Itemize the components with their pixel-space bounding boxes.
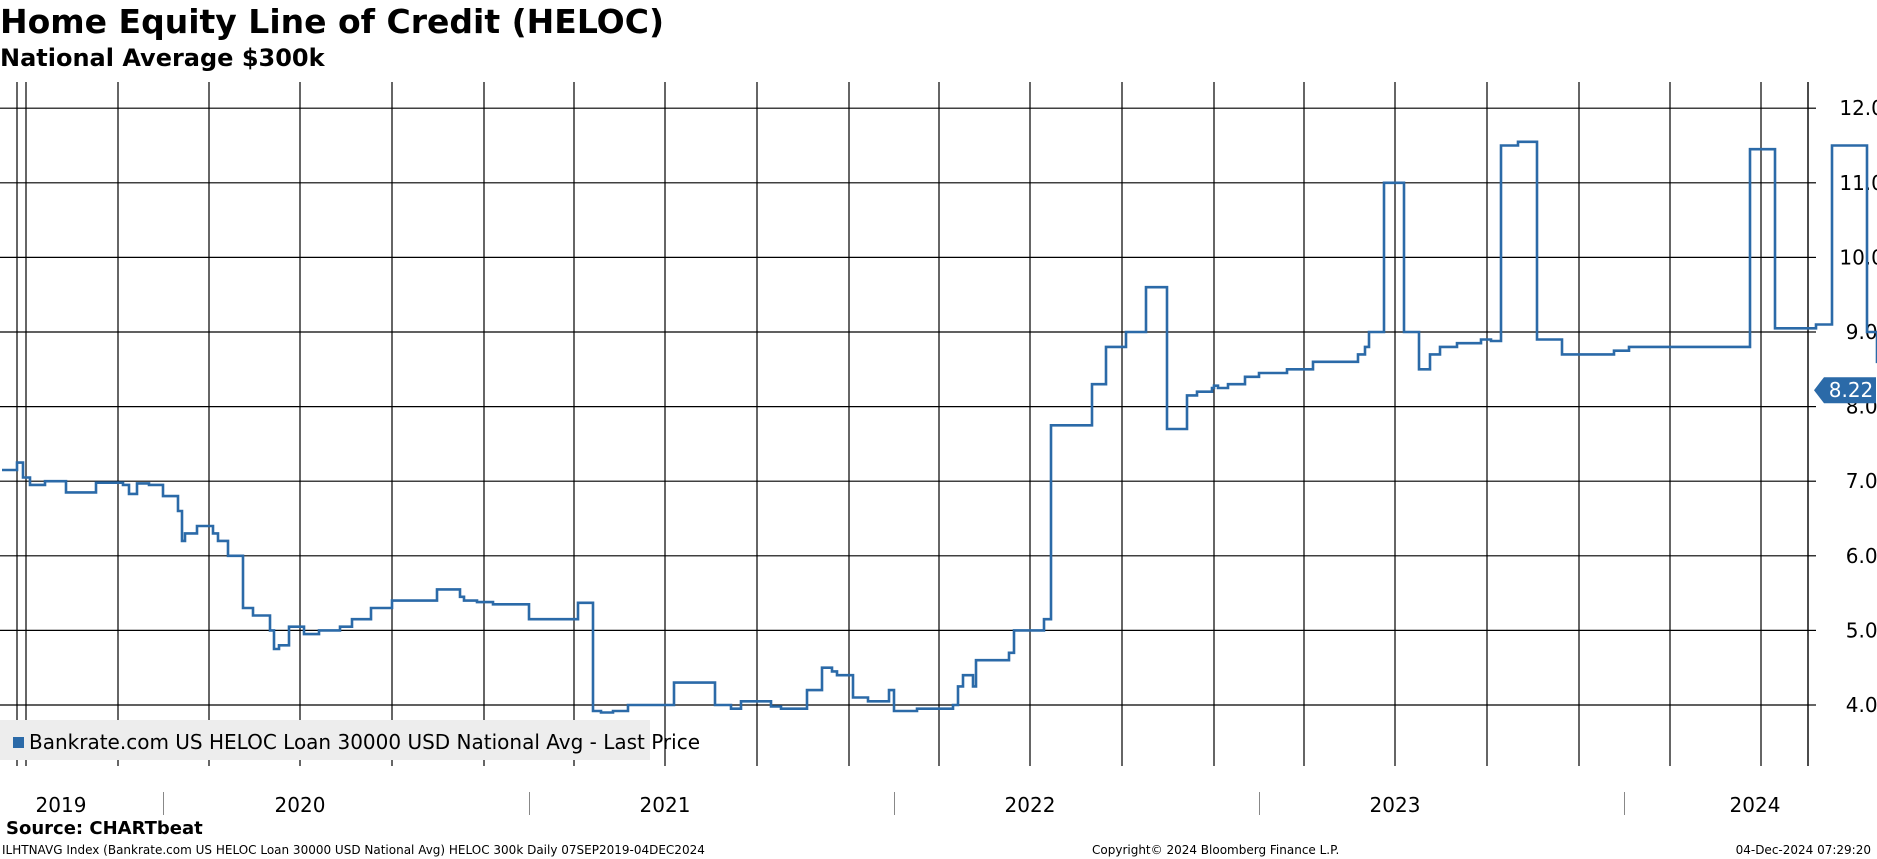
x-year-label: 2020 xyxy=(275,793,326,817)
x-year-label: 2021 xyxy=(640,793,691,817)
y-tick-label: 11.00 xyxy=(1839,171,1877,195)
last-value-badge-shape xyxy=(1814,377,1876,404)
y-tick-label: 4.00 xyxy=(1846,693,1877,717)
legend-series-name: Bankrate.com US HELOC Loan 30000 USD Nat… xyxy=(29,730,700,754)
chart-title: Home Equity Line of Credit (HELOC) xyxy=(0,2,665,41)
grid-layer xyxy=(0,82,1808,766)
y-tick-label: 5.00 xyxy=(1846,618,1877,642)
legend-swatch xyxy=(13,737,24,748)
last-value-label: 8.22 xyxy=(1829,378,1874,402)
x-year-label: 2022 xyxy=(1005,793,1056,817)
axis-layer: 4.005.006.007.008.009.0010.0011.0012.002… xyxy=(36,82,1877,817)
x-year-label: 2023 xyxy=(1370,793,1421,817)
y-tick-label: 12.00 xyxy=(1839,96,1877,120)
x-year-label: 2019 xyxy=(36,793,87,817)
source-label: Source: CHARTbeat xyxy=(6,818,203,839)
y-tick-label: 10.00 xyxy=(1839,245,1877,269)
footer-index-description: ILHTNAVG Index (Bankrate.com US HELOC Lo… xyxy=(2,843,705,857)
x-year-label: 2024 xyxy=(1730,793,1781,817)
series-line xyxy=(2,140,1877,714)
chart-subtitle: National Average $300k xyxy=(0,44,325,72)
y-tick-label: 6.00 xyxy=(1846,544,1877,568)
legend: Bankrate.com US HELOC Loan 30000 USD Nat… xyxy=(0,720,700,760)
legend-background xyxy=(0,720,650,760)
footer-timestamp: 04-Dec-2024 07:29:20 xyxy=(1735,843,1871,857)
last-value-badge: 8.22 xyxy=(1814,377,1876,404)
series-layer xyxy=(1,140,1877,714)
y-tick-label: 7.00 xyxy=(1846,469,1877,493)
footer-copyright: Copyright© 2024 Bloomberg Finance L.P. xyxy=(1092,843,1340,857)
